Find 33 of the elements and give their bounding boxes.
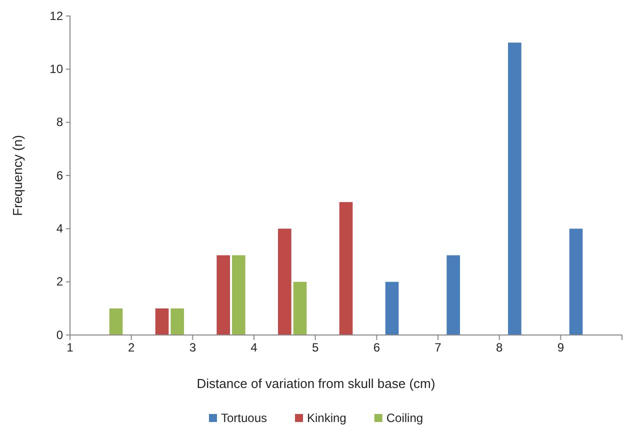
bar [155, 308, 169, 335]
x-tick-label: 3 [189, 340, 196, 355]
x-tick-label: 1 [66, 340, 74, 355]
bar [508, 42, 522, 335]
bar [232, 255, 246, 335]
bar [569, 228, 583, 335]
legend-label: Kinking [306, 411, 346, 425]
bar [109, 308, 123, 335]
x-tick-label: 2 [128, 340, 135, 355]
y-tick-label: 2 [56, 274, 64, 289]
y-tick-label: 0 [56, 328, 64, 342]
legend-label: Tortuous [220, 411, 267, 425]
bar [385, 282, 399, 335]
x-tick-label: 9 [557, 340, 564, 355]
y-tick-label: 6 [56, 168, 64, 182]
y-tick-label: 4 [56, 222, 64, 236]
y-tick-label: 12 [50, 8, 64, 23]
bar [216, 255, 230, 335]
bar [170, 308, 184, 335]
x-tick-label: 6 [373, 340, 380, 355]
x-tick-label: 4 [250, 340, 258, 355]
y-axis-title: Frequency (n) [10, 135, 25, 216]
x-tick-label: 7 [434, 340, 442, 355]
y-tick-label: 10 [50, 62, 64, 76]
bar [339, 202, 353, 335]
y-tick-label: 8 [56, 115, 64, 130]
bar [446, 255, 460, 335]
x-tick-label: 8 [496, 340, 503, 355]
bar [293, 282, 307, 335]
x-axis-title: Distance of variation from skull base (cm) [196, 376, 436, 391]
legend-label: Coiling [386, 411, 424, 425]
bar [278, 228, 292, 335]
x-tick-label: 5 [312, 340, 319, 355]
